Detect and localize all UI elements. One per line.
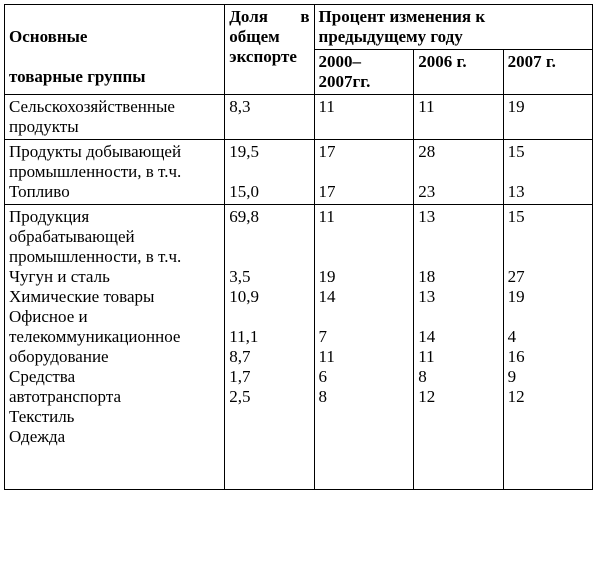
row-label: Продукты добывающей промышленности, в т.… — [5, 140, 225, 205]
header-groups: Основные товарные группы — [5, 5, 225, 95]
header-change-l1: Процент изменения к — [319, 7, 486, 26]
table-row: Продукты добывающей промышленности, в т.… — [5, 140, 593, 205]
header-share-l3: экспорте — [229, 47, 297, 66]
row-2007: 15 27 19 4 16 9 12 — [503, 205, 592, 490]
row-2000-2007: 11 — [314, 95, 414, 140]
export-table: Основные товарные группы Доля в общем эк… — [4, 4, 593, 490]
header-row-1: Основные товарные группы Доля в общем эк… — [5, 5, 593, 50]
table-row: Продукция обрабатывающей промышленности,… — [5, 205, 593, 490]
header-2007: 2007 г. — [503, 50, 592, 95]
row-label: Сельскохозяйственные продукты — [5, 95, 225, 140]
row-share: 19,5 15,0 — [225, 140, 314, 205]
header-change-merged: Процент изменения к предыдущему году — [314, 5, 592, 50]
row-share: 8,3 — [225, 95, 314, 140]
header-share-l2: общем — [229, 27, 279, 46]
row-2000-2007: 11 19 14 7 11 6 8 — [314, 205, 414, 490]
header-2000-2007: 2000– 2007гг. — [314, 50, 414, 95]
table-row: Сельскохозяйственные продукты 8,3 11 11 … — [5, 95, 593, 140]
row-2007: 19 — [503, 95, 592, 140]
header-2000-2007-l1: 2000– — [319, 52, 362, 71]
header-share: Доля в общем экспорте — [225, 5, 314, 95]
row-2007: 15 13 — [503, 140, 592, 205]
header-share-l1b: в — [300, 7, 309, 27]
header-2000-2007-l2: 2007гг. — [319, 72, 371, 91]
header-share-l1a: Доля — [229, 7, 268, 27]
row-label: Продукция обрабатывающей промышленности,… — [5, 205, 225, 490]
row-2006: 28 23 — [414, 140, 503, 205]
header-change-l2: предыдущему году — [319, 27, 463, 46]
row-2000-2007: 17 17 — [314, 140, 414, 205]
row-2006: 11 — [414, 95, 503, 140]
header-groups-l2: товарные группы — [9, 67, 146, 86]
row-share: 69,8 3,5 10,9 11,1 8,7 1,7 2,5 — [225, 205, 314, 490]
row-2006: 13 18 13 14 11 8 12 — [414, 205, 503, 490]
header-2006: 2006 г. — [414, 50, 503, 95]
header-groups-l1: Основные — [9, 27, 87, 46]
